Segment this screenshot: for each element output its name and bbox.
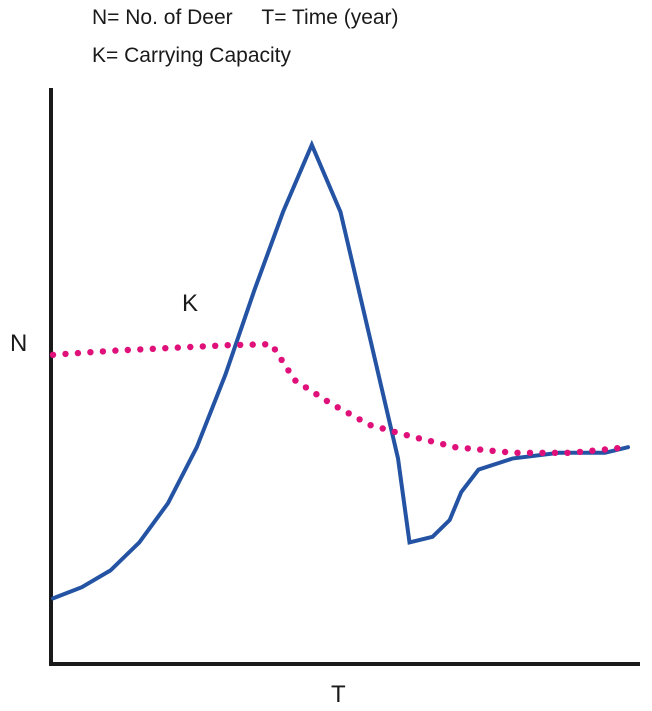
capacity-dot [162, 345, 169, 352]
legend-carrying-capacity: K= Carrying Capacity [92, 44, 291, 67]
capacity-dot [249, 341, 256, 348]
capacity-dot [62, 350, 69, 358]
capacity-dot [149, 345, 156, 352]
capacity-dot [187, 343, 194, 351]
capacity-dot [427, 438, 435, 445]
capacity-dot [271, 346, 279, 353]
capacity-dot [323, 397, 331, 405]
capacity-dot [174, 344, 181, 351]
capacity-dot [313, 391, 320, 398]
capacity-dot [477, 446, 484, 453]
capacity-dot [99, 348, 107, 355]
capacity-dot [49, 351, 57, 358]
capacity-dot [302, 384, 310, 391]
capacity-dot [87, 349, 94, 356]
series-deer-population [51, 139, 630, 601]
capacity-dot [224, 342, 231, 349]
series-carrying-capacity [49, 341, 621, 456]
capacity-dot [334, 404, 341, 411]
capacity-dot [356, 416, 363, 423]
capacity-dot [440, 441, 447, 448]
capacity-dot [539, 449, 546, 456]
capacity-dot [501, 448, 509, 456]
capacity-dot [391, 428, 398, 436]
capacity-dot [285, 367, 292, 374]
capacity-dot [576, 448, 584, 456]
capacity-dot [415, 435, 423, 442]
capacity-dot [237, 341, 244, 349]
capacity-dot [262, 341, 269, 348]
y-axis-label: N [10, 330, 28, 357]
capacity-dot [292, 377, 299, 384]
capacity-dot [403, 432, 410, 439]
x-axis-label: T [331, 681, 346, 708]
legend-deer-time: N= No. of Deer T= Time (year) [92, 6, 399, 29]
capacity-dot [564, 449, 571, 456]
capacity-dot [367, 422, 374, 429]
capacity-dot [199, 343, 206, 350]
capacity-dot [124, 346, 131, 354]
capacity-dot [137, 346, 144, 353]
carrying-capacity-label: K [182, 290, 199, 317]
capacity-dot [489, 447, 496, 454]
capacity-dot [514, 449, 521, 456]
capacity-dot [551, 449, 559, 456]
capacity-dot [345, 410, 352, 417]
capacity-dot [74, 349, 82, 357]
capacity-dot [601, 446, 609, 453]
capacity-dot [212, 342, 219, 349]
capacity-dot [589, 447, 596, 454]
capacity-dot [452, 444, 459, 451]
capacity-dot [464, 445, 471, 452]
capacity-dot [112, 347, 119, 354]
capacity-dot [526, 449, 534, 456]
capacity-dot [614, 445, 621, 452]
capacity-dot [278, 356, 285, 364]
capacity-dot [379, 425, 386, 432]
